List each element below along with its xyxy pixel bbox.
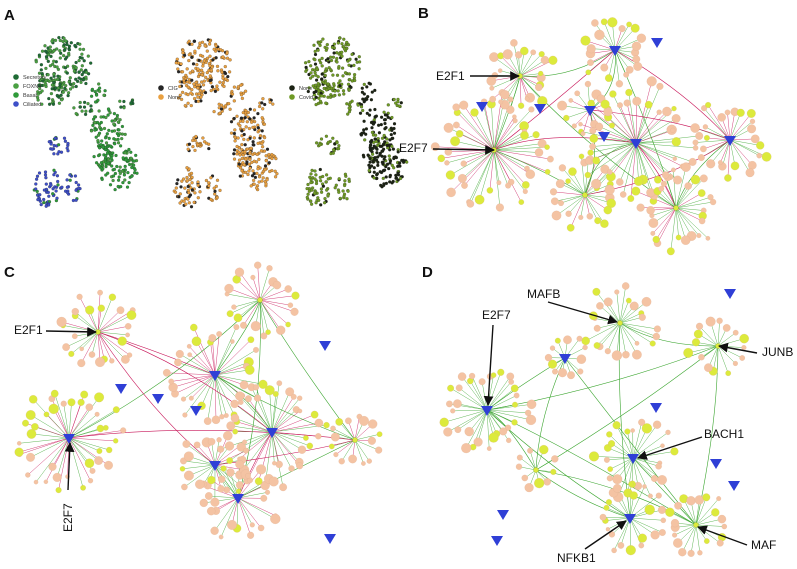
legend-cig: CIG None <box>158 85 181 101</box>
legend-swatch-none-dark <box>289 85 295 91</box>
legend-label-none-cig: None <box>168 95 181 101</box>
legend-swatch-covid <box>289 94 295 100</box>
arrow-b-e2f7 <box>432 144 495 155</box>
legend-label-basal: Basal <box>23 93 37 99</box>
label-d-nfkb1: NFKB1 <box>557 551 596 565</box>
arrow-c-e2f7 <box>64 442 75 491</box>
label-d-junb: JUNB <box>762 345 793 359</box>
legend-swatch-ciliated <box>13 101 19 107</box>
network-panel-d <box>439 282 749 557</box>
legend-celltype: Secretory FOXN4 Basal Ciliated <box>13 74 47 108</box>
label-d-maf: MAF <box>751 538 776 552</box>
label-c-e2f7: E2F7 <box>61 503 75 532</box>
umap-covid <box>304 36 409 207</box>
label-d-bach1: BACH1 <box>704 427 744 441</box>
arrow-d-mafb <box>547 301 618 325</box>
legend-label-foxn4: FOXN4 <box>23 84 41 90</box>
arrow-d-nfkb1 <box>584 520 627 550</box>
arrow-d-maf <box>697 525 748 546</box>
label-d-e2f7: E2F7 <box>482 308 511 322</box>
panel-letter-a: A <box>4 7 15 24</box>
legend-swatch-cig <box>158 85 164 91</box>
legend-label-ciliated: Ciliated <box>23 102 41 108</box>
annotations-panel-c: E2F1 E2F7 <box>14 323 97 532</box>
panel-letter-c: C <box>4 264 15 281</box>
umap-cig <box>172 38 279 209</box>
label-b-e2f1: E2F1 <box>436 69 465 83</box>
label-d-mafb: MAFB <box>527 287 560 301</box>
label-b-e2f7: E2F7 <box>399 141 428 155</box>
arrow-d-e2f7 <box>483 324 494 406</box>
label-c-e2f1: E2F1 <box>14 323 43 337</box>
network-panel-b <box>430 17 772 256</box>
annotations-panel-b: E2F1 E2F7 <box>399 69 520 155</box>
legend-label-secretory: Secretory <box>23 75 47 81</box>
arrow-c-e2f1 <box>45 326 97 337</box>
legend-label-none-covid: None <box>299 86 312 92</box>
panel-letter-d: D <box>422 264 433 281</box>
arrow-d-junb <box>718 342 758 354</box>
legend-swatch-none-orange <box>158 94 164 100</box>
annotations-panel-d: MAFB E2F7 JUNB BACH1 NFKB1 MAF <box>482 287 793 565</box>
legend-covid: None Covid <box>289 85 313 101</box>
umap-celltype <box>32 35 139 208</box>
legend-label-cig: CIG <box>168 86 178 92</box>
legend-swatch-secretory <box>13 74 19 80</box>
legend-label-covid: Covid <box>299 95 313 101</box>
panel-letter-b: B <box>418 5 429 22</box>
arrow-d-bach1 <box>637 436 703 460</box>
legend-swatch-basal <box>13 92 19 98</box>
network-panel-c <box>14 261 383 544</box>
legend-swatch-foxn4 <box>13 83 19 89</box>
panel-a-umaps: Secretory FOXN4 Basal Ciliated CIG None … <box>13 35 409 209</box>
